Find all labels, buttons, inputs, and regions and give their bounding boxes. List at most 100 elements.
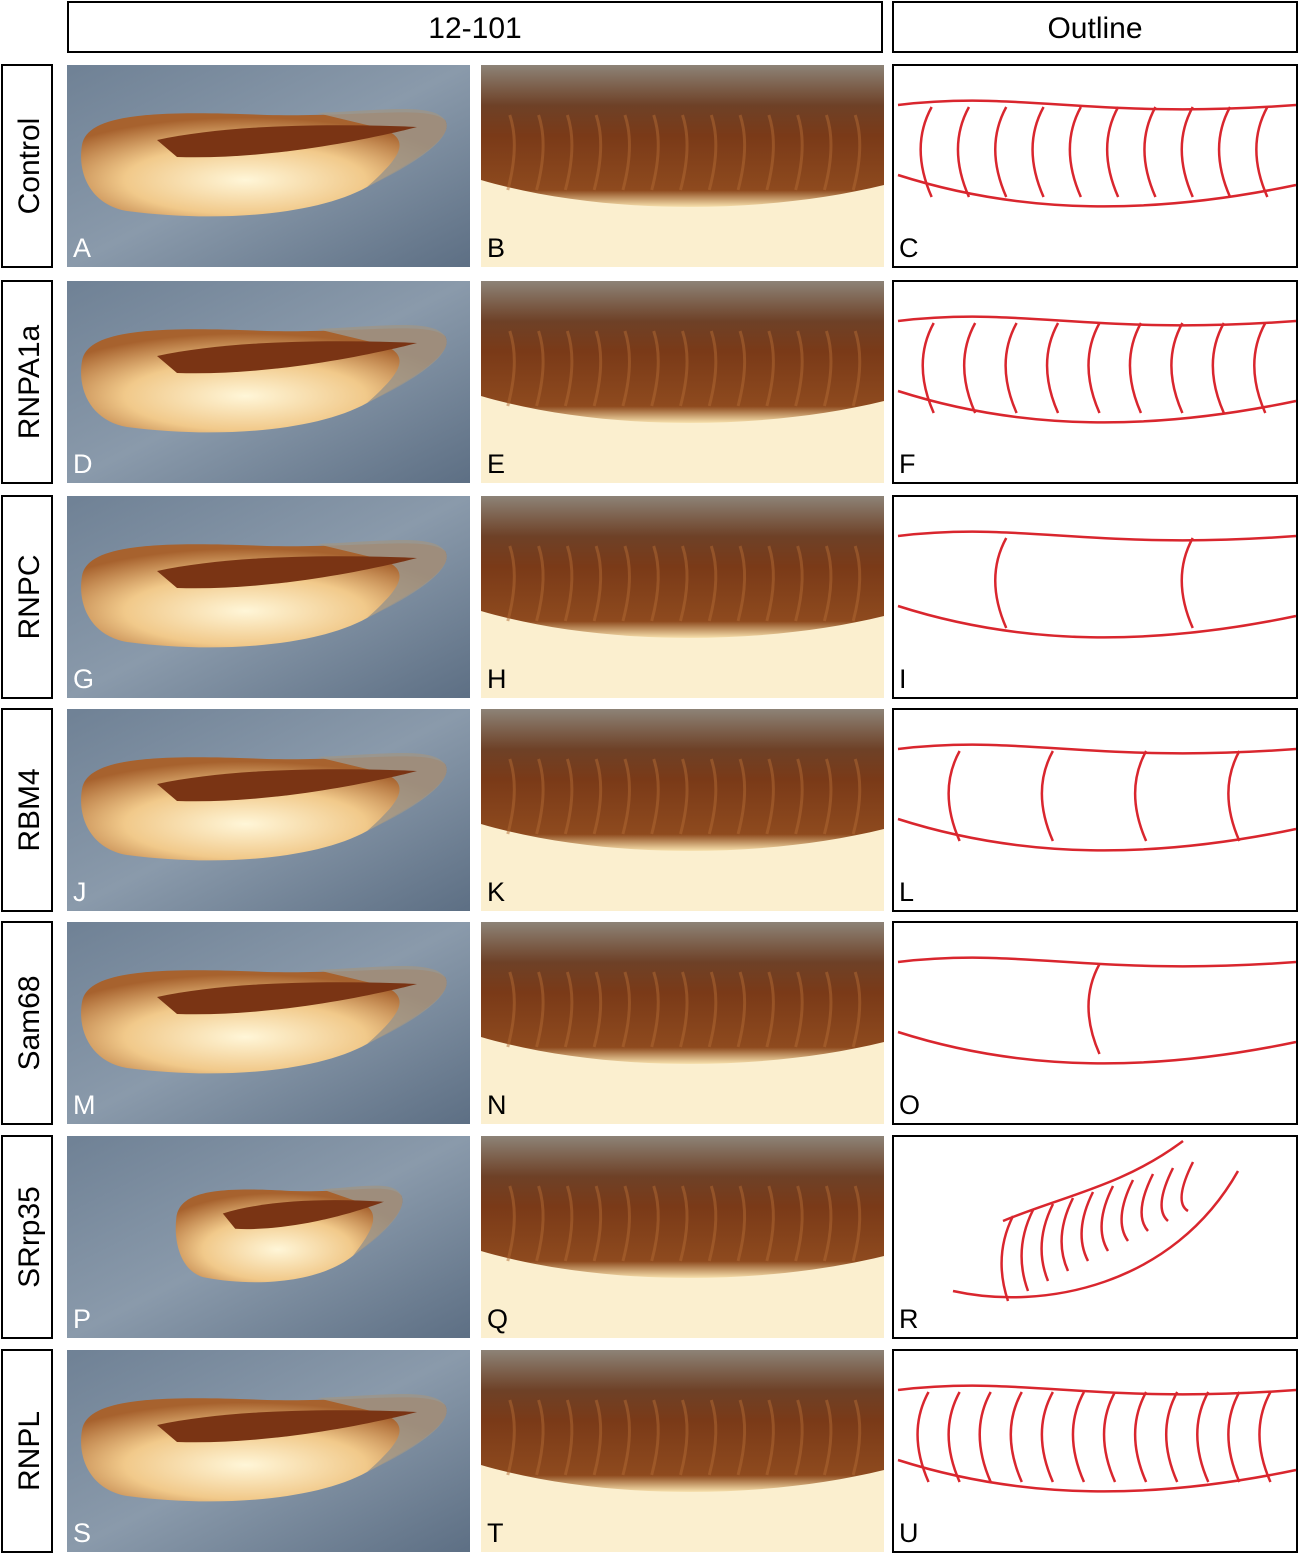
somite-stripe xyxy=(679,330,689,407)
somite-stripe xyxy=(794,1399,804,1476)
somite-stripe xyxy=(707,114,718,191)
zoom-lower xyxy=(481,824,884,911)
outline-curve xyxy=(1000,1215,1015,1302)
panel-letter: R xyxy=(899,1304,919,1334)
outline-curve xyxy=(921,322,935,414)
somite-stripe xyxy=(535,330,545,407)
outline-curve xyxy=(1160,1167,1175,1222)
panel-letter: O xyxy=(899,1090,920,1120)
somite-stripe xyxy=(563,1399,574,1476)
outline-curve xyxy=(1002,1139,1184,1223)
outline-curve xyxy=(994,106,1008,198)
row-label: RBM4 xyxy=(13,768,46,851)
outline-curve xyxy=(897,389,1297,424)
outline-curve xyxy=(1040,750,1055,842)
outline-box xyxy=(892,280,1298,484)
somite-stripe xyxy=(621,971,631,1048)
zoom-lower xyxy=(481,396,884,483)
outline-curve xyxy=(1004,322,1018,414)
embryo-photo xyxy=(175,1185,403,1283)
panel-letter: L xyxy=(899,877,914,907)
outline-curve xyxy=(1211,322,1225,414)
embryo-photo xyxy=(81,325,447,433)
row-label-box xyxy=(1,1349,53,1553)
somite-stripe xyxy=(621,1399,631,1476)
somite-stripe xyxy=(851,1185,862,1262)
outline-curve xyxy=(897,743,1297,755)
somite-stripe xyxy=(765,330,775,407)
somite-stripe xyxy=(650,971,660,1048)
outline-curve xyxy=(1071,1391,1086,1483)
somite-stripe xyxy=(650,1185,660,1262)
outline-curve xyxy=(1105,106,1120,198)
somite-stripe xyxy=(621,114,631,191)
somite-stripe xyxy=(822,114,833,191)
embryo-tail xyxy=(317,109,447,187)
panel-letter: A xyxy=(73,233,91,263)
outline-curve xyxy=(1102,1391,1117,1483)
row-label: RNPL xyxy=(13,1411,46,1491)
embryo-tail xyxy=(317,325,447,403)
somite-stripe xyxy=(794,1185,804,1262)
somite-stripe xyxy=(592,330,603,407)
somite-stripe xyxy=(794,758,804,835)
somite-stripe xyxy=(822,330,833,407)
embryo-tail xyxy=(317,1394,447,1472)
outline-curve xyxy=(1020,1209,1035,1292)
zoom-lower xyxy=(481,180,884,267)
embryo-photo xyxy=(81,1394,447,1502)
somite-stripe xyxy=(621,758,631,835)
row-label-box xyxy=(1,921,53,1125)
somite-stripe xyxy=(506,330,516,407)
outline-curve xyxy=(1133,750,1148,842)
somite-stripe xyxy=(650,1399,660,1476)
panel-letter: E xyxy=(487,449,505,479)
outline-curve xyxy=(1143,106,1157,198)
embryo-photo xyxy=(81,753,447,861)
somite-band xyxy=(157,1410,417,1443)
outline-curve xyxy=(978,1391,992,1483)
somite-stripe xyxy=(707,330,718,407)
somite-stripe xyxy=(794,114,804,191)
outline-curve xyxy=(897,99,1297,111)
somite-stripe xyxy=(707,758,718,835)
outline-curve xyxy=(1253,322,1267,414)
outline-curve xyxy=(897,315,1297,327)
panel-letter: F xyxy=(899,449,916,479)
somite-stripe xyxy=(535,971,545,1048)
panel-letter: U xyxy=(899,1518,919,1548)
somite-stripe xyxy=(736,758,747,835)
somite-stripe xyxy=(592,545,603,622)
zoom-lower xyxy=(481,1251,884,1338)
outline-curve xyxy=(1087,963,1101,1055)
outline-curve xyxy=(1060,1197,1075,1272)
panel-letter: P xyxy=(73,1304,91,1334)
somite-stripe xyxy=(563,971,574,1048)
zoom-lower xyxy=(481,611,884,698)
embryo-tail xyxy=(317,540,447,618)
row-label: Control xyxy=(13,118,46,215)
panel-letter: S xyxy=(73,1518,91,1548)
somite-band xyxy=(157,125,417,158)
somite-stripe xyxy=(851,1399,862,1476)
somite-stripe xyxy=(707,1185,718,1262)
somite-stripe xyxy=(765,545,775,622)
somite-stripe xyxy=(707,1399,718,1476)
somite-stripe xyxy=(679,971,689,1048)
somite-stripe xyxy=(851,330,862,407)
outline-curve xyxy=(1009,1391,1023,1483)
outline-curve xyxy=(1227,1391,1241,1483)
outline-curve xyxy=(1133,1391,1148,1483)
somite-stripe xyxy=(765,758,775,835)
outline-curve xyxy=(1164,1391,1179,1483)
outline-curve xyxy=(1170,322,1184,414)
somite-stripe xyxy=(592,1399,603,1476)
row-label-box xyxy=(1,708,53,912)
panel-letter: B xyxy=(487,233,505,263)
somite-stripe xyxy=(621,330,631,407)
somite-stripe xyxy=(822,1185,833,1262)
outline-curve xyxy=(897,1384,1297,1396)
outline-curve xyxy=(1180,1161,1195,1213)
outline-curve xyxy=(947,750,961,842)
somite-stripe xyxy=(679,1185,689,1262)
